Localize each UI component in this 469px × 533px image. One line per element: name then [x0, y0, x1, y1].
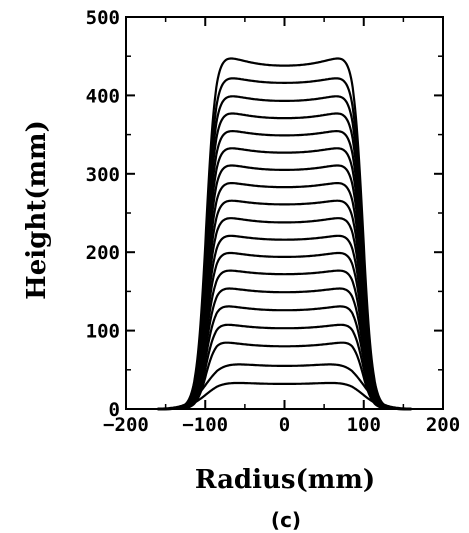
profile-curve	[157, 57, 412, 411]
y-tick-label: 200	[86, 242, 120, 264]
x-tick-label: 200	[426, 414, 460, 436]
axes-group: −200 −100 0 100 200 0 100 200 300 400 500	[86, 7, 460, 436]
y-tick-label: 400	[86, 85, 120, 107]
y-tick-label: 100	[86, 321, 120, 343]
profile-curve	[157, 77, 412, 411]
x-tick-label: −100	[182, 414, 228, 436]
profile-curve	[157, 95, 412, 411]
x-tick-label: −200	[103, 414, 149, 436]
plot-frame	[125, 16, 444, 410]
x-tick-label: 100	[347, 414, 381, 436]
y-tick-label: 0	[109, 399, 120, 421]
curves-group	[157, 57, 412, 411]
y-tick-label: 500	[86, 7, 120, 29]
profile-curve	[157, 341, 412, 411]
y-tick-label: 300	[86, 164, 120, 186]
x-tick-label: 0	[279, 414, 290, 436]
profile-curve	[157, 381, 412, 410]
y-axis-title: Height(mm)	[22, 120, 52, 300]
x-axis-title: Radius(mm)	[195, 465, 375, 495]
panel-label: (c)	[271, 508, 301, 532]
